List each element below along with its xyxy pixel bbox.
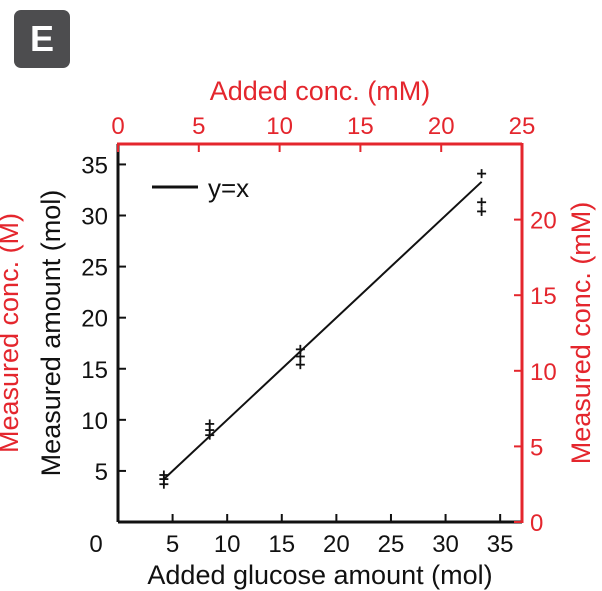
data-points: [159, 169, 487, 489]
x-tick-label: 5: [166, 531, 179, 558]
x-tick-label: 20: [323, 531, 350, 558]
x2-tick-label: 20: [428, 113, 455, 140]
x-tick-label: 0: [89, 531, 102, 558]
data-point-plus-marker: [477, 169, 487, 179]
x-tick-label: 35: [487, 531, 514, 558]
y-tick-label: 35: [81, 152, 108, 179]
data-point-plus-marker: [295, 360, 305, 370]
legend: y=x: [152, 173, 249, 203]
x-tick-label: 10: [214, 531, 241, 558]
panel-label-badge: E: [14, 10, 70, 68]
x2-tick-label: 15: [347, 113, 374, 140]
data-point-plus-marker: [159, 470, 169, 480]
y2-tick-label: 10: [530, 359, 557, 386]
data-point-plus-marker: [295, 344, 305, 354]
y2-ticks: 0 5 10 15 20: [514, 208, 557, 537]
y2-axis-title: Measured conc. (mM): [566, 202, 596, 465]
x-tick-label: 25: [378, 531, 405, 558]
y-tick-label: 30: [81, 204, 108, 231]
reference-line-group: [163, 181, 483, 480]
x2-axis-title: Added conc. (mM): [210, 76, 431, 106]
y2-tick-label: 0: [530, 510, 543, 537]
data-point-plus-marker: [477, 197, 487, 207]
x2-tick-label: 25: [509, 113, 536, 140]
y-tick-label: 10: [81, 408, 108, 435]
y-tick-label: 20: [81, 306, 108, 333]
legend-entry-label: y=x: [208, 173, 249, 203]
data-point-plus-marker: [477, 206, 487, 216]
y2-tick-label: 20: [530, 208, 557, 235]
y-tick-label: 15: [81, 357, 108, 384]
x-axis-title: Added glucose amount (mol): [147, 560, 492, 590]
y2-tick-label: 15: [530, 283, 557, 310]
x-tick-label: 30: [432, 531, 459, 558]
y2-axis-title-left-partial: Measured conc. (M): [0, 213, 24, 453]
y-tick-label: 5: [95, 459, 108, 486]
y-ticks: 5 10 15 20 25 30 35: [81, 152, 126, 486]
x2-tick-label: 0: [111, 113, 124, 140]
reference-line-y-equals-x: [163, 181, 483, 480]
x2-tick-label: 5: [192, 113, 205, 140]
x2-ticks: 0 5 10 15 20 25: [111, 113, 535, 152]
x2-tick-label: 10: [266, 113, 293, 140]
y2-tick-label: 5: [530, 434, 543, 461]
y-axis-title: Measured amount (mol): [36, 190, 66, 477]
x-tick-label: 15: [268, 531, 295, 558]
y-tick-label: 25: [81, 255, 108, 282]
data-point-plus-marker: [205, 419, 215, 429]
x-ticks: 0 5 10 15 20 25 30 35: [89, 514, 514, 558]
